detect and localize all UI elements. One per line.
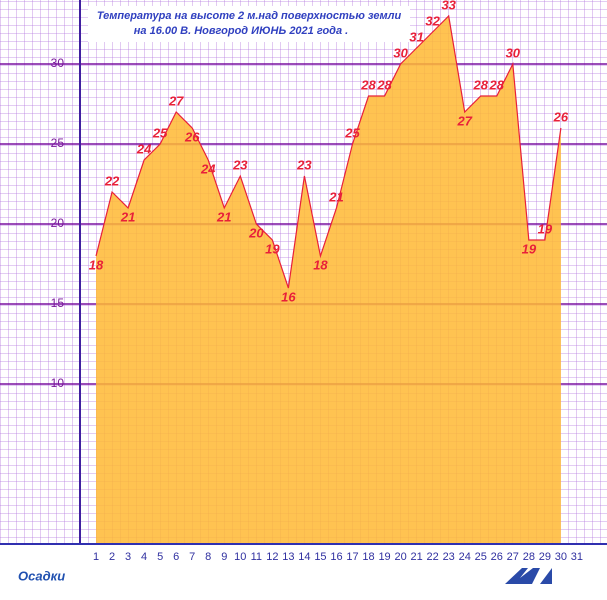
value-label: 33: [441, 0, 456, 12]
x-tick-label: 22: [427, 551, 439, 563]
x-tick-label: 10: [234, 551, 246, 563]
value-label: 21: [120, 209, 135, 224]
value-label: 28: [489, 77, 505, 92]
value-label: 28: [376, 77, 392, 92]
x-tick-label: 5: [157, 551, 163, 563]
x-tick-label: 6: [173, 551, 179, 563]
value-label: 19: [538, 221, 553, 236]
value-label: 25: [152, 125, 168, 140]
value-label: 16: [281, 289, 296, 304]
x-tick-label: 7: [189, 551, 195, 563]
line: [95, 14, 562, 289]
x-tick-label: 15: [314, 551, 326, 563]
value-label: 18: [89, 257, 104, 272]
x-tick-label: 23: [443, 551, 455, 563]
x-tick-label: 19: [378, 551, 390, 563]
y-tick-label: 20: [51, 216, 65, 230]
y-tick-label: 10: [51, 376, 65, 390]
x-tick-label: 3: [125, 551, 131, 563]
y-tick-label: 25: [51, 136, 65, 150]
x-tick-label: 24: [459, 551, 471, 563]
value-label: 23: [232, 157, 248, 172]
value-label: 20: [248, 225, 264, 240]
x-tick-label: 28: [523, 551, 535, 563]
value-label: 25: [344, 125, 360, 140]
chart-subtitle: на 16.00 В. Новгород ИЮНЬ 2021 года .: [134, 25, 348, 37]
value-label: 24: [200, 161, 216, 176]
value-label: 26: [184, 129, 200, 144]
x-tick-label: 11: [251, 551, 262, 563]
value-label: 21: [328, 189, 343, 204]
x-tick-label: 2: [109, 551, 115, 563]
x-tick-label: 26: [491, 551, 503, 563]
x-tick-label: 17: [346, 551, 358, 563]
x-tick-label: 1: [93, 551, 99, 563]
x-tick-label: 13: [282, 551, 294, 563]
x-tick-label: 16: [330, 551, 342, 563]
value-label: 28: [360, 77, 376, 92]
value-label: 32: [425, 13, 440, 28]
x-tick-label: 8: [205, 551, 211, 563]
value-label: 26: [553, 109, 569, 124]
x-tick-label: 14: [298, 551, 310, 563]
value-label: 19: [265, 241, 280, 256]
value-label: 24: [136, 141, 152, 156]
area: [96, 16, 561, 544]
precip-label: Осадки: [18, 568, 65, 583]
value-label: 18: [313, 257, 328, 272]
value-label: 28: [473, 77, 489, 92]
x-tick-label: 29: [539, 551, 551, 563]
x-tick-label: 4: [141, 551, 147, 563]
value-label: 27: [168, 93, 184, 108]
x-tick-label: 25: [475, 551, 487, 563]
x-tick-label: 12: [266, 551, 278, 563]
value-label: 31: [409, 29, 423, 44]
x-tick-label: 20: [394, 551, 406, 563]
value-label: 30: [393, 45, 408, 60]
logo: [505, 568, 552, 584]
x-tick-label: 18: [362, 551, 374, 563]
value-label: 23: [296, 157, 312, 172]
x-tick-label: 27: [507, 551, 519, 563]
value-label: 22: [104, 173, 120, 188]
value-label: 19: [522, 241, 537, 256]
x-tick-label: 30: [555, 551, 567, 563]
x-tick-label: 21: [411, 551, 423, 563]
y-tick-label: 30: [51, 56, 65, 70]
chart-title: Температура на высоте 2 м.над поверхност…: [97, 10, 402, 22]
value-label: 21: [216, 209, 231, 224]
x-tick-label: 9: [221, 551, 227, 563]
title-box: [88, 6, 410, 42]
y-tick-label: 15: [51, 296, 65, 310]
value-label: 27: [456, 113, 472, 128]
value-label: 30: [506, 45, 521, 60]
x-tick-label: 31: [571, 551, 583, 563]
